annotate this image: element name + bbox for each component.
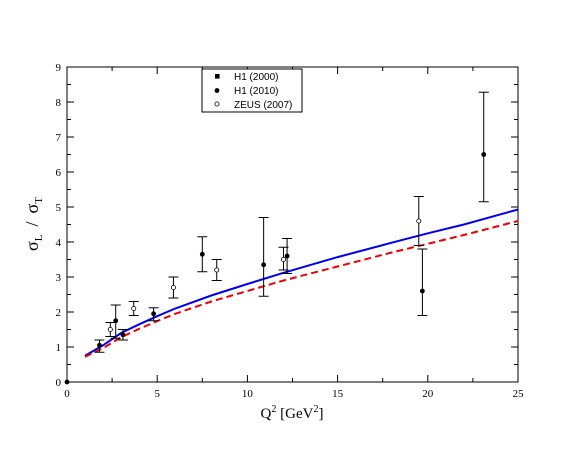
plot-area-frame — [66, 66, 519, 383]
y-tick-label: 6 — [56, 167, 62, 179]
y-tick-label: 3 — [56, 272, 62, 284]
legend-marker-square — [215, 74, 220, 79]
legend-entry-h1-2010: H1 (2010) — [234, 86, 278, 97]
y-tick-label: 8 — [56, 97, 62, 109]
x-tick-label: 15 — [332, 388, 344, 400]
x-tick-label: 25 — [513, 388, 525, 400]
y-tick-label: 4 — [56, 237, 62, 249]
model-curve-dashed — [84, 220, 519, 358]
model-curve-solid — [84, 208, 519, 357]
y-tick-label: 7 — [56, 132, 62, 144]
y-axis-label: σL/σT — [22, 197, 45, 251]
data-point-filled-circle — [120, 332, 126, 338]
data-point-open-circle — [131, 305, 137, 311]
data-point-open-circle — [170, 284, 176, 290]
legend-marker-filled-circle — [214, 88, 220, 93]
y-tick-label: 5 — [56, 202, 62, 214]
x-axis-label: Q2 [GeV2] — [261, 404, 324, 422]
legend-entry-zeus-2007: ZEUS (2007) — [234, 100, 292, 111]
x-tick-label: 5 — [154, 388, 160, 400]
data-point-open-circle — [214, 267, 220, 273]
data-point-filled-circle — [151, 311, 156, 317]
model-curves — [84, 208, 519, 358]
data-point-filled-circle — [419, 288, 425, 294]
y-tick-label: 0 — [56, 377, 62, 389]
x-tick-label: 20 — [422, 388, 434, 400]
y-tick-label: 1 — [56, 342, 62, 354]
legend-marker-open-circle — [214, 101, 220, 107]
legend-entry-h1-2000: H1 (2000) — [234, 72, 278, 83]
data-point-filled-circle — [284, 253, 290, 259]
data-point-filled-circle — [199, 251, 205, 257]
data-point-open-circle — [107, 326, 113, 332]
data-point-filled-circle — [481, 152, 487, 157]
data-point-open-circle — [280, 256, 286, 262]
data-point-filled-circle — [97, 342, 102, 348]
data-point-filled-circle — [113, 318, 119, 324]
data-point-filled-circle — [64, 379, 70, 385]
data-point-filled-circle — [261, 262, 267, 268]
x-tick-label: 10 — [242, 388, 254, 400]
data-points — [64, 91, 489, 385]
x-tick-label: 0 — [64, 388, 70, 400]
y-tick-label: 9 — [56, 62, 62, 74]
data-point-open-circle — [416, 218, 422, 224]
y-tick-label: 2 — [56, 307, 62, 319]
axis-ticks: 0 5 10 15 20 25 0 1 2 3 4 5 6 7 8 9 — [56, 62, 525, 400]
legend: H1 (2000) H1 (2010) ZEUS (2007) — [201, 68, 303, 113]
